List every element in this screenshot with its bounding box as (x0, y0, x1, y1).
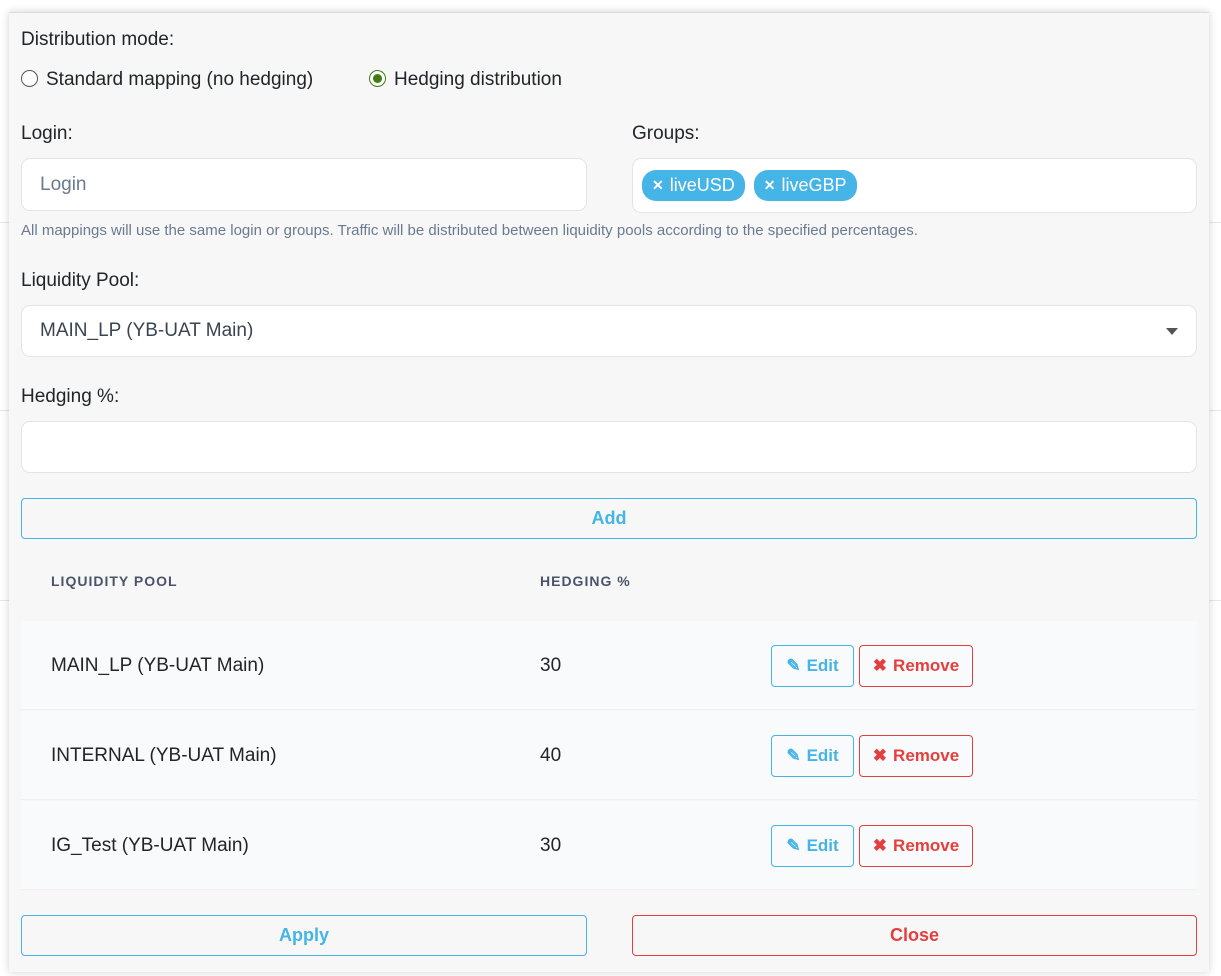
hedging-input[interactable] (21, 421, 1197, 473)
group-tag: ✕ liveGBP (753, 170, 857, 201)
add-button[interactable]: Add (21, 498, 1197, 539)
table-row: INTERNAL (YB-UAT Main) 40 ✎ Edit ✖ Remove (21, 711, 1197, 800)
login-label: Login: (21, 123, 73, 144)
liquidity-pool-select[interactable]: MAIN_LP (YB-UAT Main) (21, 305, 1197, 357)
edit-icon: ✎ (786, 836, 801, 855)
edit-icon: ✎ (786, 656, 801, 675)
hedging-label: Hedging %: (21, 386, 120, 407)
remove-tag-icon[interactable]: ✕ (763, 177, 776, 193)
radio-icon[interactable] (21, 70, 38, 87)
edit-button[interactable]: ✎ Edit (771, 645, 854, 687)
remove-button[interactable]: ✖ Remove (859, 645, 973, 687)
login-input[interactable]: Login (21, 158, 587, 211)
pool-cell: MAIN_LP (YB-UAT Main) (51, 654, 265, 676)
radio-standard-mapping[interactable]: Standard mapping (no hedging) (21, 69, 313, 91)
edit-button[interactable]: ✎ Edit (771, 825, 854, 867)
radio-selected-icon[interactable] (369, 70, 386, 87)
distribution-mode-label: Distribution mode: (21, 29, 175, 50)
remove-button[interactable]: ✖ Remove (859, 825, 973, 867)
groups-input[interactable]: ✕ liveUSD ✕ liveGBP (632, 158, 1197, 213)
group-tag: ✕ liveUSD (642, 170, 745, 201)
remove-tag-icon[interactable]: ✕ (652, 177, 664, 193)
remove-icon: ✖ (872, 746, 888, 765)
hedging-modal: Distribution mode: Standard mapping (no … (9, 12, 1209, 972)
groups-label: Groups: (632, 123, 700, 144)
close-button[interactable]: Close (632, 915, 1197, 956)
radio-hedging-distribution[interactable]: Hedging distribution (369, 69, 562, 91)
edit-icon: ✎ (786, 746, 801, 765)
apply-button[interactable]: Apply (21, 915, 587, 956)
pool-cell: IG_Test (YB-UAT Main) (51, 834, 249, 856)
hedging-cell: 30 (540, 834, 562, 856)
liquidity-pool-label: Liquidity Pool: (21, 270, 140, 291)
table-row: IG_Test (YB-UAT Main) 30 ✎ Edit ✖ Remove (21, 801, 1197, 890)
hedging-cell: 40 (540, 744, 562, 766)
help-text: All mappings will use the same login or … (21, 222, 918, 239)
header-hedging: HEDGING % (540, 573, 631, 589)
remove-icon: ✖ (872, 836, 888, 855)
edit-button[interactable]: ✎ Edit (771, 735, 854, 777)
remove-button[interactable]: ✖ Remove (859, 735, 973, 777)
header-liquidity-pool: LIQUIDITY POOL (51, 573, 178, 589)
hedging-cell: 30 (540, 654, 562, 676)
caret-down-icon (1166, 327, 1178, 335)
remove-icon: ✖ (872, 656, 888, 675)
table-row: MAIN_LP (YB-UAT Main) 30 ✎ Edit ✖ Remove (21, 621, 1197, 710)
pool-cell: INTERNAL (YB-UAT Main) (51, 744, 277, 766)
